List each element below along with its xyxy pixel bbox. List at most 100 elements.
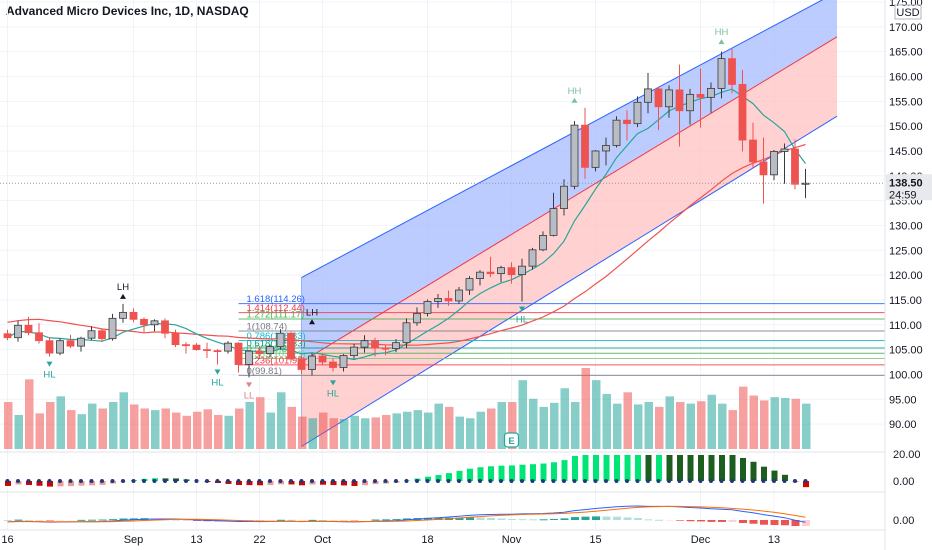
- last-price-box: [886, 174, 932, 201]
- volume-bar: [340, 419, 349, 449]
- candle-body: [140, 318, 148, 326]
- candle-body: [707, 88, 715, 98]
- price-tick-label: 145.00: [889, 146, 923, 158]
- fib-levels[interactable]: 1.618(114.26)1.414(112.44)1.272(111.17) 1…: [238, 294, 886, 377]
- currency-label: USD: [896, 7, 919, 19]
- price-tick-label: 165.00: [889, 47, 923, 59]
- price-tick-label: 90.00: [889, 419, 917, 431]
- osc1-dot: [68, 479, 73, 483]
- osc2-bar: [634, 517, 642, 520]
- volume-bar: [266, 412, 275, 449]
- osc1-dot: [614, 479, 619, 483]
- osc1-dot: [47, 479, 52, 483]
- osc1-bar: [446, 473, 452, 481]
- pivot-arrow: [214, 369, 221, 375]
- pivot-label: HL: [516, 314, 528, 325]
- volume-bar: [560, 388, 569, 449]
- volume-bar: [592, 380, 601, 449]
- osc2-bar: [781, 520, 789, 526]
- osc1-dot: [625, 479, 629, 483]
- volume-bar: [277, 392, 286, 449]
- candle-body: [402, 322, 411, 344]
- osc1-dot: [268, 479, 272, 483]
- osc1-dot: [593, 479, 598, 483]
- osc1-dot: [341, 479, 346, 483]
- volume-bar: [140, 408, 149, 449]
- volume-bar: [487, 408, 496, 449]
- osc2-bar: [476, 517, 485, 520]
- candle-body: [497, 267, 505, 275]
- volume-bar: [235, 408, 244, 449]
- volume-bar: [119, 392, 128, 449]
- price-tick-label: 115.00: [889, 295, 922, 307]
- candle-body: [3, 333, 12, 339]
- osc2-bar: [581, 516, 590, 520]
- volume-bar: [172, 412, 181, 449]
- osc1-bar: [435, 475, 442, 481]
- volume-bar: [781, 397, 790, 449]
- volume-bar: [25, 379, 34, 449]
- candle-body: [392, 342, 400, 350]
- osc1-dot: [331, 479, 335, 483]
- osc1-dot: [457, 479, 461, 483]
- price-tick-label: 130.00: [889, 220, 923, 232]
- candle-body: [224, 342, 232, 352]
- fib-label: 0.618(105.33): [247, 338, 306, 349]
- osc1-dot: [152, 479, 157, 483]
- volume-bar: [602, 393, 611, 449]
- osc1-bar: [645, 455, 652, 481]
- price-tick-label: 150.00: [889, 121, 923, 133]
- volume-bar: [392, 413, 401, 449]
- osc1-dot: [89, 479, 94, 483]
- time-tick-label: Oct: [314, 534, 331, 546]
- osc1-bar: [498, 465, 505, 481]
- osc2-bar: [623, 517, 632, 520]
- volume-bar: [329, 418, 338, 449]
- osc1-bar: [708, 455, 715, 481]
- osc2-bar: [655, 519, 663, 521]
- time-axis[interactable]: 16 Sep 13 22 Oct 18 Nov 15 Dec 13: [1, 534, 780, 546]
- volume-bar: [88, 403, 97, 449]
- osc1-dot: [583, 479, 587, 483]
- osc1-dot: [730, 479, 734, 483]
- candle-body: [665, 89, 673, 108]
- osc1-bar: [593, 455, 599, 481]
- osc1-bar: [719, 455, 725, 481]
- candle-body: [455, 289, 463, 302]
- oscillator-panel-1: [0, 451, 885, 488]
- osc1-bar: [540, 463, 547, 481]
- osc1-tick-label: 0.00: [893, 476, 914, 488]
- volume-bar: [193, 411, 202, 449]
- price-tick-label: 100.00: [889, 369, 923, 381]
- price-tick-label: 155.00: [889, 96, 923, 108]
- osc1-bar: [99, 481, 106, 485]
- candle-body: [255, 350, 264, 354]
- osc1-bar: [782, 474, 788, 481]
- osc1-dot: [551, 479, 556, 483]
- volume-bar: [67, 410, 76, 449]
- volume-bar: [109, 402, 118, 449]
- candle-body: [108, 317, 117, 340]
- osc2-bar: [728, 520, 737, 522]
- fib-label: 0.236(101.92): [247, 355, 306, 366]
- osc1-dot: [646, 479, 650, 483]
- osc2-macd-line: [7, 505, 806, 523]
- price-tick-label: 105.00: [889, 345, 923, 357]
- candle-body: [570, 124, 579, 187]
- channel-top-line: [301, 0, 824, 279]
- osc2-bar: [130, 518, 138, 520]
- volume-bar: [707, 394, 716, 449]
- osc1-bar: [624, 455, 631, 481]
- candle-body: [717, 58, 726, 89]
- osc1-dot: [740, 479, 745, 483]
- regression-channel[interactable]: [301, 0, 838, 447]
- osc1-bar: [236, 481, 242, 485]
- osc1-dot: [131, 479, 136, 483]
- pivot-arrow: [718, 39, 725, 45]
- volume-bar: [550, 402, 559, 449]
- osc1-dot: [709, 479, 713, 483]
- volume-bar: [403, 411, 412, 449]
- candle-body: [780, 148, 789, 152]
